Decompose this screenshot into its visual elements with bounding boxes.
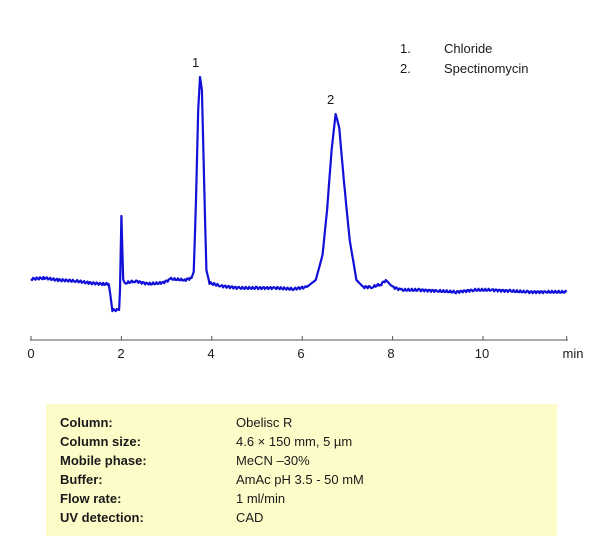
legend-compound: Spectinomycin [444, 61, 529, 76]
x-tick-label: 2 [117, 346, 125, 361]
method-conditions-box: Column: Obelisc R Column size: 4.6 × 150… [46, 404, 557, 536]
legend-item-2: 2. Spectinomycin [400, 59, 529, 79]
legend-item-1: 1. Chloride [400, 39, 529, 59]
chromatogram-trace [30, 75, 568, 313]
x-tick-label: 4 [207, 346, 215, 361]
condition-value: MeCN –30% [236, 453, 310, 468]
x-tick-label: 10 [474, 346, 490, 361]
condition-key: Column: [60, 415, 113, 430]
chromatogram-chart [30, 75, 568, 341]
condition-value: AmAc pH 3.5 - 50 mM [236, 472, 364, 487]
condition-key: Buffer: [60, 472, 103, 487]
x-tick-label: 8 [387, 346, 395, 361]
legend-number: 1. [400, 41, 411, 56]
condition-value: 1 ml/min [236, 491, 286, 506]
condition-value: 4.6 × 150 mm, 5 µm [236, 434, 353, 449]
x-tick-label: 0 [27, 346, 35, 361]
x-axis-unit-label: min [562, 346, 584, 361]
condition-key: Mobile phase: [60, 453, 147, 468]
x-axis-ticks [30, 336, 568, 340]
condition-key: UV detection: [60, 510, 144, 525]
condition-key: Flow rate: [60, 491, 122, 506]
condition-key: Column size: [60, 434, 141, 449]
peak-legend: 1. Chloride 2. Spectinomycin [400, 39, 529, 79]
peak-label-1: 1 [192, 55, 200, 70]
x-tick-label: 6 [297, 346, 305, 361]
legend-compound: Chloride [444, 41, 493, 56]
condition-value: CAD [236, 510, 264, 525]
legend-number: 2. [400, 61, 411, 76]
peak-label-2: 2 [327, 92, 335, 107]
condition-value: Obelisc R [236, 415, 293, 430]
